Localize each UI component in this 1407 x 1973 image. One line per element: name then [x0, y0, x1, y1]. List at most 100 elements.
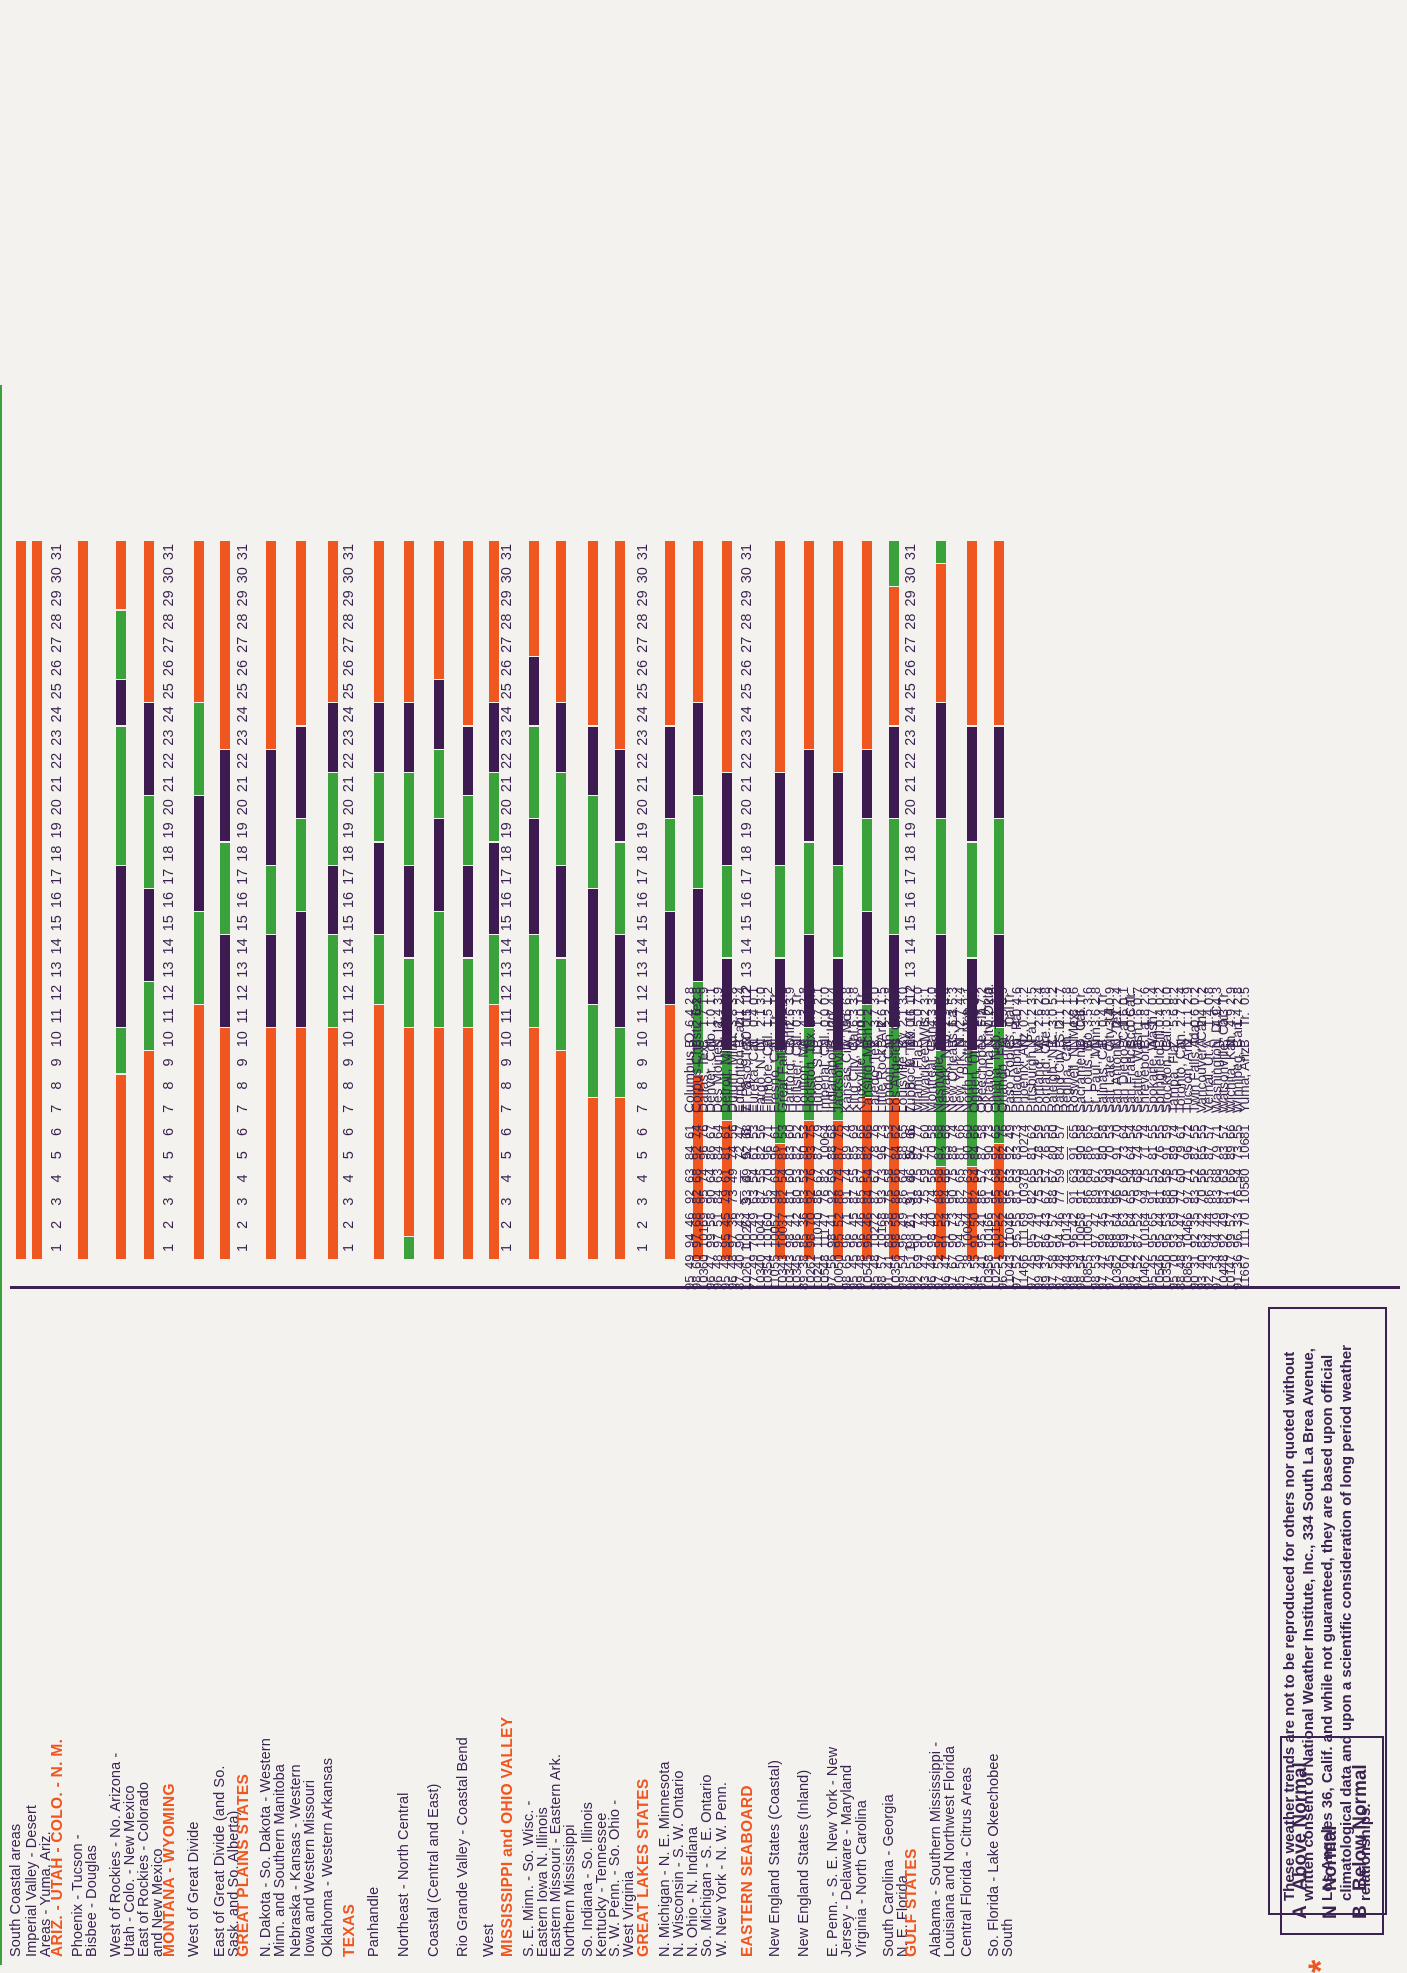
day-number: 28	[235, 613, 251, 630]
day-number: 30	[903, 567, 919, 584]
trend-bar-above	[967, 541, 977, 726]
day-number: 5	[235, 1151, 251, 1160]
day-number: 8	[161, 1081, 177, 1090]
day-number: 26	[499, 659, 515, 677]
trend-bar-normal	[194, 703, 204, 795]
trend-bar-above	[529, 1028, 539, 1259]
day-number: 21	[49, 775, 65, 793]
day-number: 25	[161, 683, 177, 700]
region-label-line: South Coastal areas	[8, 1823, 24, 1957]
trend-bar-below	[722, 773, 732, 865]
day-number: 19	[49, 822, 65, 839]
day-number: 3	[161, 1197, 177, 1206]
day-number: 25	[903, 683, 919, 700]
day-number: 6	[235, 1127, 251, 1137]
day-number: 31	[341, 543, 357, 561]
region-label: Eastern Missouri - Eastern Ark. Northern …	[548, 1754, 578, 1957]
trend-bar-above	[775, 541, 785, 772]
legend-key: A	[1290, 1905, 1311, 1919]
trend-bar-normal	[116, 610, 126, 679]
trend-bar-normal	[489, 773, 499, 842]
day-number: 17	[235, 868, 251, 885]
section-label: ARIZ. - UTAH - COLO. - N. M.	[49, 1738, 66, 1957]
trend-bar-below	[144, 889, 154, 981]
day-number: 15	[635, 915, 651, 932]
day-number: 10	[235, 1031, 251, 1048]
region-label-line: Bisbee - Douglas	[84, 1844, 100, 1957]
trend-bar-normal	[434, 912, 444, 1027]
trend-bar-below	[220, 935, 230, 1027]
legend-item: A Above Normal	[1290, 1762, 1312, 1919]
trend-bar-below	[588, 726, 598, 795]
day-number: 20	[635, 799, 651, 816]
trend-bar-below	[328, 865, 338, 935]
day-number: 28	[49, 613, 65, 630]
day-number: 15	[235, 915, 251, 932]
trend-bar-normal	[967, 842, 977, 958]
day-number: 2	[235, 1220, 251, 1229]
day-number: 6	[635, 1127, 651, 1137]
trend-bar-below	[665, 726, 675, 819]
region-label: Phoenix - Tucson - Bisbee - Douglas	[70, 1834, 100, 1957]
trend-bar-above	[529, 541, 539, 656]
day-number: 25	[499, 683, 515, 700]
trend-bar-normal	[463, 958, 473, 1027]
region-label: Central Florida - Citrus Areas	[959, 1767, 975, 1957]
region-label: New England States (Coastal)	[767, 1760, 783, 1957]
trend-bar-normal	[404, 958, 414, 1027]
trend-bar-normal	[220, 842, 230, 935]
region-label: West of Rockies - No. Arizona - Utah - Co…	[108, 1753, 138, 1957]
trend-bar-below	[889, 726, 899, 819]
day-number: 14	[161, 938, 177, 955]
day-number: 31	[235, 543, 251, 561]
day-number: 27	[161, 636, 177, 653]
trend-bar-below	[144, 703, 154, 795]
day-number: 26	[235, 659, 251, 677]
trend-bar-above	[220, 1028, 230, 1259]
day-number: 3	[635, 1197, 651, 1206]
day-number: 6	[341, 1127, 357, 1137]
trend-bar-above	[328, 1028, 338, 1259]
day-number: 14	[903, 938, 919, 955]
trend-bar-normal	[463, 796, 473, 865]
day-number: 16	[161, 891, 177, 909]
day-number: 4	[341, 1174, 357, 1183]
station-temp: 67	[1237, 1254, 1252, 1269]
day-number: 26	[903, 659, 919, 677]
trend-bar-normal	[404, 1237, 414, 1259]
day-number: 22	[635, 752, 651, 769]
legend-item: B Below Normal	[1350, 1764, 1372, 1919]
trend-bar-normal	[665, 819, 675, 911]
day-number: 15	[49, 915, 65, 932]
trend-bar-above	[328, 541, 338, 703]
trend-bar-above	[615, 1097, 625, 1259]
day-number: 1	[635, 1243, 651, 1253]
trend-bar-above	[194, 1005, 204, 1259]
station-temp: 81	[1237, 1124, 1252, 1139]
station-forecast-code: B	[1237, 1039, 1252, 1048]
day-number: 23	[499, 729, 515, 746]
day-number: 27	[235, 636, 251, 653]
day-number: 30	[635, 567, 651, 584]
day-number: 17	[161, 868, 177, 885]
day-number: 11	[341, 1008, 357, 1024]
trend-bar-above	[116, 1074, 126, 1259]
region-label-line: N. Michigan - N. E. Minnesota	[657, 1761, 673, 1958]
trend-bar-above	[266, 541, 276, 749]
region-label: So. Indiana - So. Illinois Kentucky - Ten…	[580, 1802, 610, 1957]
day-number: 18	[235, 845, 251, 862]
trend-bar-below	[374, 703, 384, 772]
trend-bar-below	[266, 749, 276, 865]
trend-bar-above	[434, 1028, 444, 1259]
day-number: 23	[635, 729, 651, 746]
day-number: 19	[739, 822, 755, 839]
trend-bar-above	[16, 541, 26, 1259]
day-number: 5	[49, 1151, 65, 1160]
day-number: 13	[739, 961, 755, 978]
trend-bar-below	[434, 819, 444, 911]
trend-bar-normal	[588, 796, 598, 888]
day-number: 22	[499, 752, 515, 769]
day-number: 13	[49, 961, 65, 978]
day-number: 15	[903, 915, 919, 932]
day-number: 10	[635, 1031, 651, 1048]
